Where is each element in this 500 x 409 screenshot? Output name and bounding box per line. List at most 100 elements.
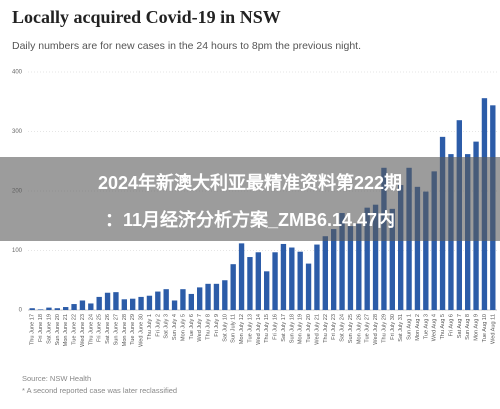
x-tick-label: Thu July 1 bbox=[147, 314, 153, 340]
x-tick-label: Sun June 27 bbox=[113, 314, 119, 345]
y-tick-label: 400 bbox=[12, 70, 23, 76]
bar bbox=[37, 309, 44, 310]
chart-subtitle: Daily numbers are for new cases in the 2… bbox=[12, 40, 361, 52]
bar bbox=[130, 298, 136, 310]
x-tick-label: Sat July 3 bbox=[164, 314, 170, 339]
y-tick-label: 100 bbox=[12, 248, 23, 254]
bar bbox=[339, 213, 345, 310]
bar bbox=[389, 208, 395, 310]
bar bbox=[398, 185, 404, 310]
bar bbox=[79, 300, 86, 310]
bar bbox=[331, 229, 337, 310]
bar bbox=[414, 186, 421, 310]
banner-text: ：11月经济分析方案_ZMB6.14.47内 bbox=[105, 209, 395, 230]
bar bbox=[230, 264, 236, 310]
x-tick-label: Mon July 12 bbox=[239, 314, 245, 344]
banner-text: 2024年新澳大利亚最精准资料第222期 bbox=[98, 172, 402, 193]
x-tick-label: Sun June 20 bbox=[55, 314, 61, 345]
bar bbox=[71, 304, 77, 310]
x-tick-label: Sun July 4 bbox=[172, 314, 178, 340]
bar bbox=[63, 307, 69, 310]
bar bbox=[188, 293, 194, 310]
x-tick-label: Sat Aug 7 bbox=[457, 314, 463, 338]
x-tick-label: Fri June 25 bbox=[97, 314, 103, 342]
x-tick-label: Tue July 6 bbox=[189, 314, 195, 340]
chart-title: Locally acquired Covid-19 in NSW bbox=[12, 7, 281, 27]
bar bbox=[289, 247, 295, 310]
x-tick-label: Sat July 10 bbox=[222, 314, 228, 342]
bar bbox=[54, 308, 60, 310]
x-tick-label: Tue June 22 bbox=[72, 314, 78, 345]
bar bbox=[255, 252, 261, 310]
x-tick-label: Thu July 8 bbox=[206, 314, 212, 340]
x-tick-label: Sun Aug 1 bbox=[407, 314, 413, 340]
bar bbox=[197, 287, 203, 310]
bar bbox=[372, 204, 379, 310]
x-tick-label: Fri July 2 bbox=[155, 314, 161, 337]
bar bbox=[280, 243, 287, 310]
bar bbox=[356, 223, 362, 310]
x-tick-label: Thu June 17 bbox=[30, 314, 36, 345]
x-tick-label: Mon Aug 9 bbox=[474, 314, 480, 341]
x-tick-label: Wed Aug 4 bbox=[432, 314, 438, 341]
banner bbox=[0, 157, 500, 241]
bar bbox=[29, 308, 35, 310]
bar bbox=[272, 252, 278, 310]
x-tick-label: Sat June 19 bbox=[46, 314, 52, 344]
x-tick-label: Thu July 29 bbox=[381, 314, 387, 343]
x-tick-label: Tue July 27 bbox=[365, 314, 371, 343]
bar bbox=[155, 291, 161, 310]
bar bbox=[163, 289, 169, 310]
x-tick-label: Fri Aug 6 bbox=[448, 314, 454, 336]
x-tick-label: Sun July 18 bbox=[289, 314, 295, 343]
bar bbox=[104, 292, 111, 310]
bar bbox=[46, 307, 52, 310]
x-tick-label: Wed July 14 bbox=[256, 314, 262, 345]
bar bbox=[247, 257, 253, 310]
x-tick-label: Sat June 26 bbox=[105, 314, 111, 344]
x-tick-label: Tue July 20 bbox=[306, 314, 312, 343]
x-tick-label: Mon July 5 bbox=[180, 314, 186, 341]
x-tick-label: Sat July 31 bbox=[398, 314, 404, 342]
x-tick-label: Tue Aug 3 bbox=[423, 314, 429, 339]
x-tick-label: Sun Aug 8 bbox=[465, 314, 471, 340]
x-tick-label: Wed July 7 bbox=[197, 314, 203, 342]
y-tick-label: 300 bbox=[12, 129, 23, 135]
x-tick-label: Fri July 9 bbox=[214, 314, 220, 337]
bar bbox=[180, 289, 186, 310]
bar bbox=[113, 292, 119, 310]
x-tick-label: Mon July 26 bbox=[356, 314, 362, 344]
x-tick-label: Wed June 23 bbox=[80, 314, 86, 347]
x-tick-label: Fri June 18 bbox=[38, 314, 44, 342]
x-tick-label: Wed June 30 bbox=[139, 314, 145, 347]
x-tick-label: Tue Aug 10 bbox=[482, 314, 488, 342]
bar bbox=[213, 283, 220, 310]
bar bbox=[138, 296, 144, 310]
x-tick-label: Thu June 24 bbox=[88, 314, 94, 345]
bar bbox=[364, 207, 370, 310]
source-note: Source: NSW Health bbox=[22, 374, 91, 383]
x-tick-label: Wed July 21 bbox=[314, 314, 320, 345]
x-tick-label: Mon Aug 2 bbox=[415, 314, 421, 341]
bar bbox=[121, 299, 127, 310]
bar bbox=[205, 283, 211, 310]
bar bbox=[347, 226, 354, 310]
x-tick-label: Sat July 17 bbox=[281, 314, 287, 342]
bar bbox=[222, 280, 228, 310]
x-tick-label: Sat July 24 bbox=[340, 314, 346, 342]
y-tick-label: 0 bbox=[19, 308, 23, 314]
bar bbox=[423, 191, 429, 310]
x-tick-label: Fri July 30 bbox=[390, 314, 396, 340]
bar bbox=[264, 271, 270, 310]
x-tick-label: Mon June 21 bbox=[63, 314, 69, 346]
bar bbox=[88, 303, 94, 310]
bar bbox=[305, 263, 312, 310]
x-tick-label: Fri July 23 bbox=[331, 314, 337, 340]
x-tick-label: Tue July 13 bbox=[247, 314, 253, 343]
x-tick-label: Thu Aug 5 bbox=[440, 314, 446, 340]
bar bbox=[322, 236, 328, 310]
x-tick-label: Sun July 11 bbox=[231, 314, 237, 343]
bar bbox=[238, 243, 245, 310]
bar bbox=[171, 300, 178, 310]
